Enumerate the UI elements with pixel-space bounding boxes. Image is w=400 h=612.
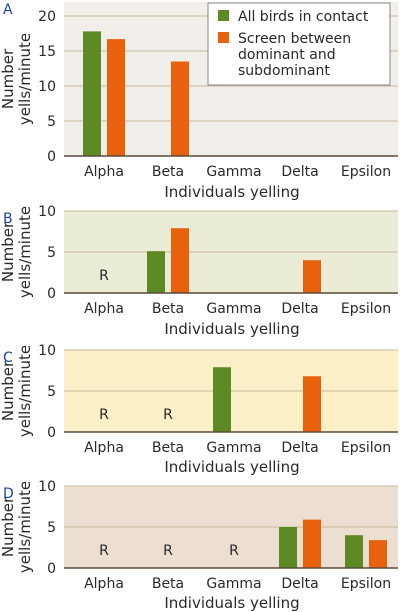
x-tick-label-delta: Delta bbox=[281, 164, 318, 180]
y-tick-label: 5 bbox=[47, 384, 56, 400]
r-marker: R bbox=[99, 268, 109, 284]
x-tick-label-delta: Delta bbox=[281, 576, 318, 592]
x-axis-title: Individuals yelling bbox=[164, 183, 299, 201]
y-tick-label: 15 bbox=[38, 44, 56, 60]
y-axis-title: Number bbox=[0, 496, 17, 557]
legend-label: Screen between bbox=[238, 31, 351, 47]
y-tick-label: 20 bbox=[38, 9, 56, 25]
y-axis-title: yells/minute bbox=[16, 206, 34, 298]
x-tick-label-gamma: Gamma bbox=[206, 301, 261, 317]
legend-swatch-all-birds bbox=[218, 10, 229, 21]
legend-swatch-screen bbox=[218, 32, 229, 43]
y-tick-label: 5 bbox=[47, 245, 56, 261]
bar-alpha-all-birds bbox=[83, 31, 101, 156]
bar-alpha-screen bbox=[107, 39, 125, 156]
y-tick-label: 0 bbox=[47, 149, 56, 165]
legend-label: dominant and bbox=[238, 47, 336, 63]
y-axis-title: yells/minute bbox=[16, 345, 34, 437]
y-axis-title: Number bbox=[0, 360, 17, 421]
y-axis-title: yells/minute bbox=[16, 33, 34, 125]
y-tick-label: 10 bbox=[38, 479, 56, 495]
x-tick-label-delta: Delta bbox=[281, 440, 318, 456]
bar-beta-all-birds bbox=[147, 251, 165, 293]
y-tick-label: 10 bbox=[38, 79, 56, 95]
x-tick-label-beta: Beta bbox=[152, 164, 184, 180]
panel-letter: A bbox=[3, 2, 13, 18]
bar-beta-screen bbox=[171, 228, 189, 293]
r-marker: R bbox=[99, 543, 109, 559]
y-tick-label: 5 bbox=[47, 520, 56, 536]
bar-epsilon-screen bbox=[369, 540, 387, 568]
bar-delta-all-birds bbox=[279, 527, 297, 568]
y-axis-title: Number bbox=[0, 48, 17, 109]
x-tick-label-epsilon: Epsilon bbox=[341, 301, 391, 317]
x-tick-label-delta: Delta bbox=[281, 301, 318, 317]
y-tick-label: 5 bbox=[47, 114, 56, 130]
r-marker: R bbox=[163, 543, 173, 559]
x-axis-title: Individuals yelling bbox=[164, 594, 299, 612]
x-tick-label-alpha: Alpha bbox=[84, 301, 124, 317]
legend-label: All birds in contact bbox=[238, 9, 369, 25]
legend: All birds in contact Screen betweendomina… bbox=[207, 2, 391, 86]
bar-epsilon-all-birds bbox=[345, 535, 363, 568]
x-tick-label-gamma: Gamma bbox=[206, 576, 261, 592]
y-tick-label: 10 bbox=[38, 343, 56, 359]
panel-b: 0 5 10 R Alpha Beta Gamma Delta Epsilon Individua… bbox=[0, 204, 398, 338]
panel-c: 0 5 10 R R Alpha Beta Gamma Delta Epsilon Individu… bbox=[0, 343, 398, 476]
x-tick-label-gamma: Gamma bbox=[206, 164, 261, 180]
x-tick-label-epsilon: Epsilon bbox=[341, 164, 391, 180]
x-tick-label-epsilon: Epsilon bbox=[341, 440, 391, 456]
panel-letter: B bbox=[3, 211, 13, 227]
r-marker: R bbox=[163, 407, 173, 423]
panel-letter: C bbox=[3, 350, 13, 366]
y-axis-title: yells/minute bbox=[16, 481, 34, 573]
bar-delta-screen bbox=[303, 260, 321, 293]
y-tick-label: 10 bbox=[38, 204, 56, 220]
panel-letter: D bbox=[3, 486, 14, 502]
x-tick-label-alpha: Alpha bbox=[84, 164, 124, 180]
x-tick-label-beta: Beta bbox=[152, 301, 184, 317]
bar-delta-screen bbox=[303, 376, 321, 432]
y-axis-title: Number bbox=[0, 221, 17, 282]
r-marker: R bbox=[229, 543, 239, 559]
x-tick-label-alpha: Alpha bbox=[84, 440, 124, 456]
x-tick-label-epsilon: Epsilon bbox=[341, 576, 391, 592]
legend-label: subdominant bbox=[238, 63, 330, 79]
bar-gamma-all-birds bbox=[213, 367, 231, 432]
x-axis-title: Individuals yelling bbox=[164, 320, 299, 338]
y-tick-label: 0 bbox=[47, 561, 56, 577]
r-marker: R bbox=[99, 407, 109, 423]
y-tick-label: 0 bbox=[47, 286, 56, 302]
panel-d: 0 5 10 R R R Alpha Beta Gamma Delta Epsilon Individ… bbox=[0, 479, 398, 612]
x-axis-title: Individuals yelling bbox=[164, 458, 299, 476]
y-tick-label: 0 bbox=[47, 425, 56, 441]
bar-beta-screen bbox=[171, 61, 189, 156]
x-tick-label-beta: Beta bbox=[152, 576, 184, 592]
x-tick-label-beta: Beta bbox=[152, 440, 184, 456]
legend-box bbox=[207, 2, 391, 86]
bar-delta-screen bbox=[303, 519, 321, 568]
x-tick-label-gamma: Gamma bbox=[206, 440, 261, 456]
x-tick-label-alpha: Alpha bbox=[84, 576, 124, 592]
